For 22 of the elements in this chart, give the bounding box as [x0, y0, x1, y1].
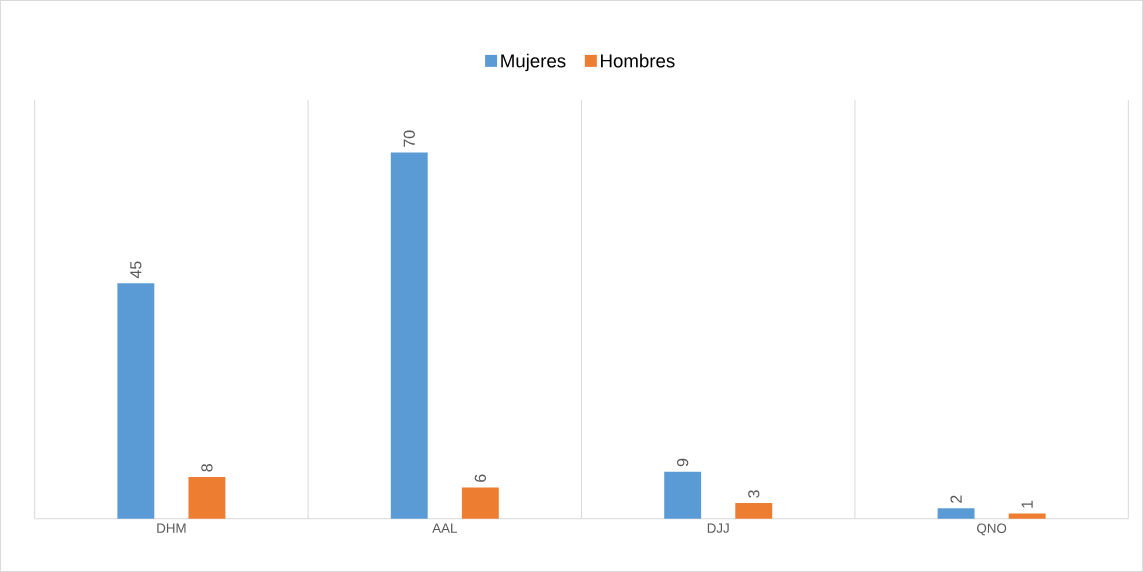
bar: [390, 152, 428, 519]
legend-label: Hombres: [601, 53, 675, 68]
bar: [937, 508, 975, 519]
x-tick-label: AAL: [432, 523, 457, 533]
data-label: 8: [201, 463, 213, 472]
x-tick-label: DJJ: [707, 523, 729, 533]
bar: [461, 487, 499, 519]
data-label: 45: [130, 261, 142, 279]
bar: [117, 283, 155, 519]
legend-label: Mujeres: [501, 53, 566, 72]
bar: [188, 476, 226, 519]
x-tick-label: DHM: [157, 523, 186, 533]
bar: [735, 503, 773, 519]
bar: [664, 471, 702, 519]
x-tick-label: QNO: [977, 523, 1007, 536]
data-label: 1: [1021, 500, 1033, 508]
data-label: 70: [403, 130, 415, 147]
bar: [1008, 513, 1046, 519]
data-label: 2: [950, 495, 962, 503]
data-label: 3: [748, 490, 760, 498]
data-label: 6: [474, 474, 486, 482]
data-label: 9: [677, 458, 689, 467]
